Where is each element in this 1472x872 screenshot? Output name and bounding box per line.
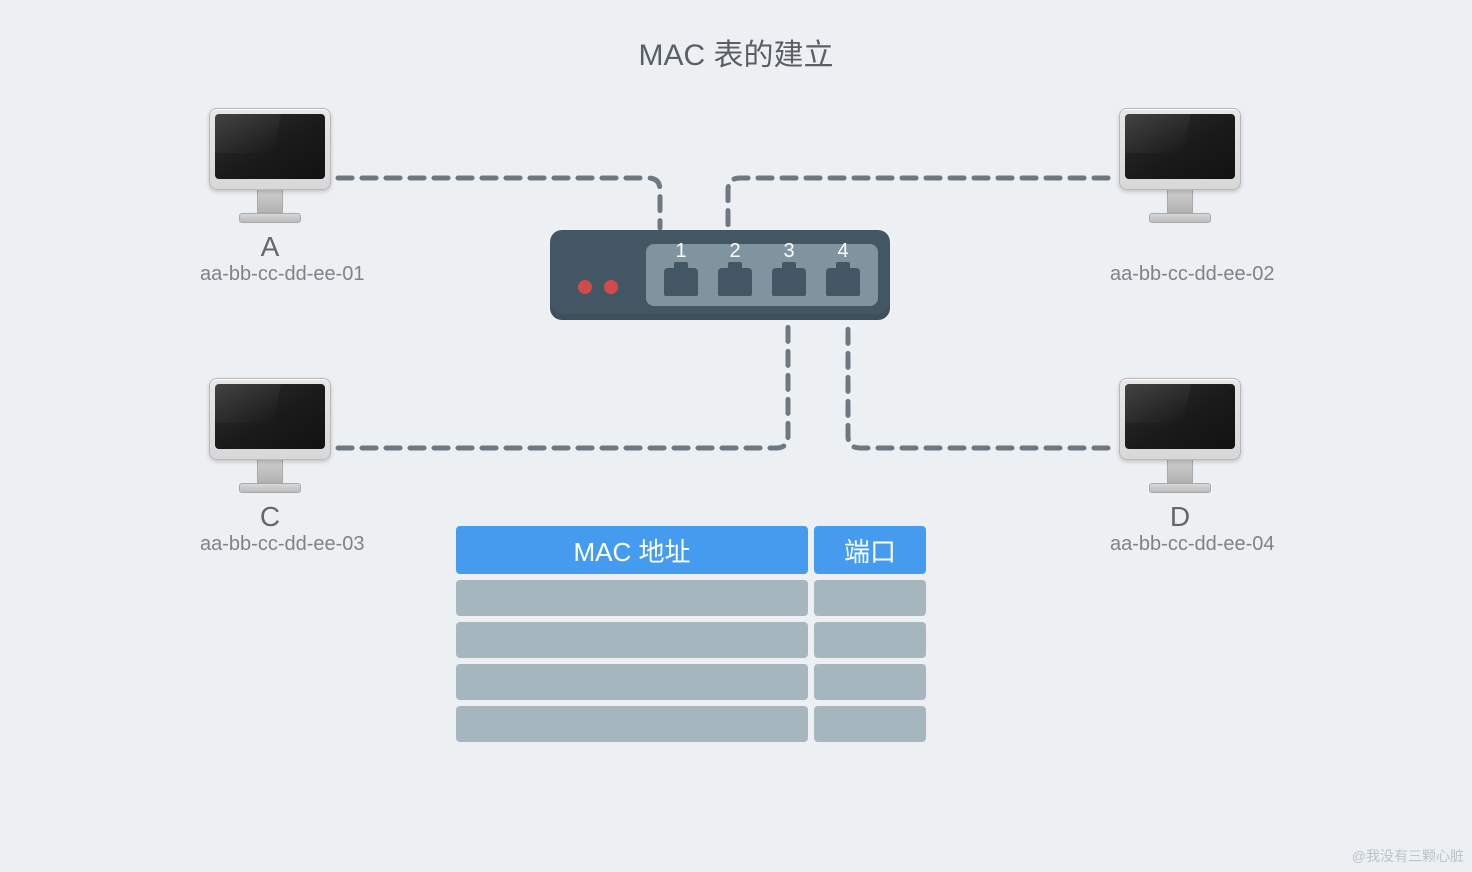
switch-port-3: 3 [772,268,806,296]
monitor-icon [1119,108,1241,190]
port-number: 4 [837,240,848,263]
computer-C: Caa-bb-cc-dd-ee-03 [200,378,340,556]
mac-cell [456,664,808,700]
mac-cell [456,706,808,742]
port-number: 3 [783,240,794,263]
mac-cell [456,622,808,658]
switch-led-icon [578,280,592,294]
diagram-title: MAC 表的建立 [0,30,1472,74]
computer-label: C [200,501,340,533]
table-row [456,664,926,700]
switch-port-panel: 1234 [646,244,878,306]
mac-col-header: MAC 地址 [456,526,808,574]
mac-cell [456,580,808,616]
watermark: @我没有三颗心脏 [1352,846,1464,866]
switch-body: 1234 [550,230,890,320]
connection-wire-2 [728,178,1108,228]
computer-mac: aa-bb-cc-dd-ee-02 [1110,263,1250,286]
switch-port-4: 4 [826,268,860,296]
computer-label: D [1110,501,1250,533]
port-number: 1 [675,240,686,263]
computer-label: A [200,231,340,263]
table-row [456,622,926,658]
monitor-icon [1119,378,1241,460]
monitor-icon [209,108,331,190]
port-cell [814,706,926,742]
table-row [456,580,926,616]
connection-wire-3 [338,320,788,448]
computer-label [1110,231,1250,263]
monitor-icon [209,378,331,460]
switch-port-1: 1 [664,268,698,296]
computer-B: aa-bb-cc-dd-ee-02 [1110,108,1250,286]
switch-led-icon [604,280,618,294]
network-switch: 1234 [550,230,890,320]
computer-D: Daa-bb-cc-dd-ee-04 [1110,378,1250,556]
port-cell [814,664,926,700]
computer-mac: aa-bb-cc-dd-ee-04 [1110,533,1250,556]
mac-address-table: MAC 地址 端口 [450,520,932,748]
port-cell [814,580,926,616]
connection-wire-4 [848,320,1108,448]
port-number: 2 [729,240,740,263]
computer-mac: aa-bb-cc-dd-ee-01 [200,263,340,286]
computer-A: Aaa-bb-cc-dd-ee-01 [200,108,340,286]
table-row [456,706,926,742]
switch-port-2: 2 [718,268,752,296]
connection-wire-1 [338,178,660,228]
port-cell [814,622,926,658]
port-col-header: 端口 [814,526,926,574]
computer-mac: aa-bb-cc-dd-ee-03 [200,533,340,556]
